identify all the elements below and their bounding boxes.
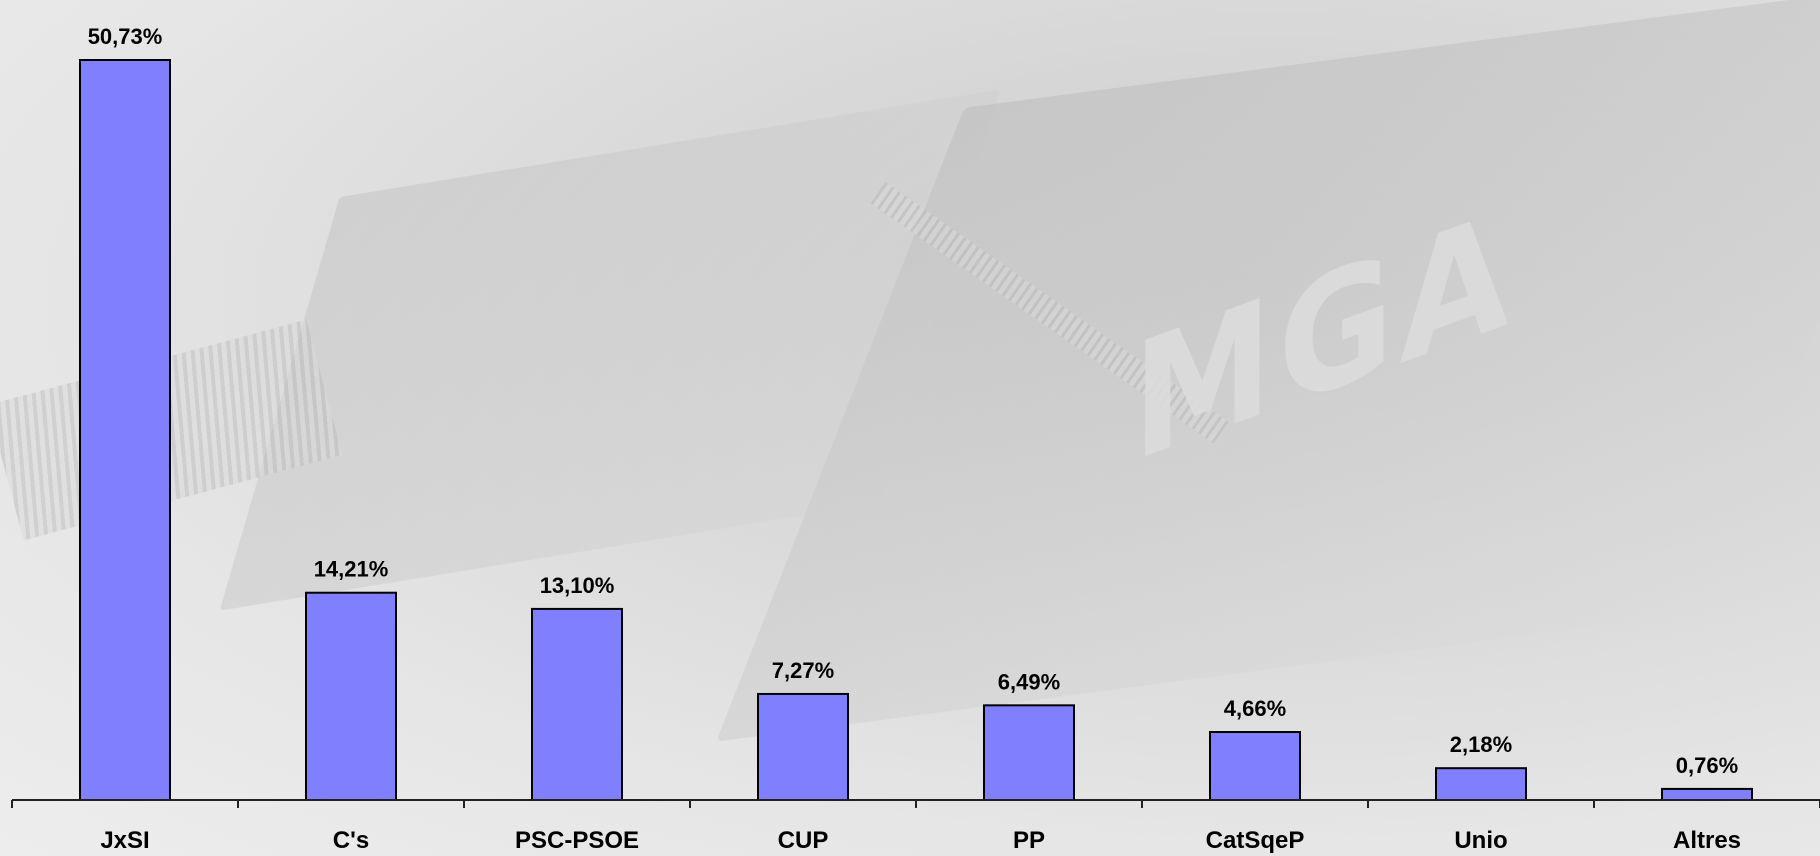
x-tick-label: PSC-PSOE xyxy=(515,827,639,854)
x-tick-label: CUP xyxy=(778,827,829,854)
bar-psc-psoe xyxy=(531,607,623,801)
bar-cup xyxy=(757,692,849,801)
data-label: 14,21% xyxy=(314,557,389,582)
bar-altres xyxy=(1661,787,1753,802)
bar-c-s xyxy=(305,591,397,802)
data-label: 4,66% xyxy=(1224,696,1286,721)
x-tick-label: CatSqeP xyxy=(1206,827,1305,854)
data-label: 6,49% xyxy=(998,669,1060,694)
bar-pp xyxy=(983,704,1075,802)
x-tick-label: Altres xyxy=(1673,827,1741,854)
bar-catsqep xyxy=(1209,731,1301,801)
data-label: 7,27% xyxy=(772,658,834,683)
data-label: 50,73% xyxy=(88,24,163,49)
data-label: 2,18% xyxy=(1450,732,1512,757)
data-label: 0,76% xyxy=(1676,753,1738,778)
data-label: 13,10% xyxy=(540,573,615,598)
x-tick-label: PP xyxy=(1013,827,1045,854)
bar-jxsi xyxy=(79,59,171,801)
x-tick-label: Unio xyxy=(1454,827,1507,854)
bar-unio xyxy=(1435,767,1527,801)
x-tick-label: C's xyxy=(333,827,369,854)
x-tick-label: JxSI xyxy=(100,827,149,854)
